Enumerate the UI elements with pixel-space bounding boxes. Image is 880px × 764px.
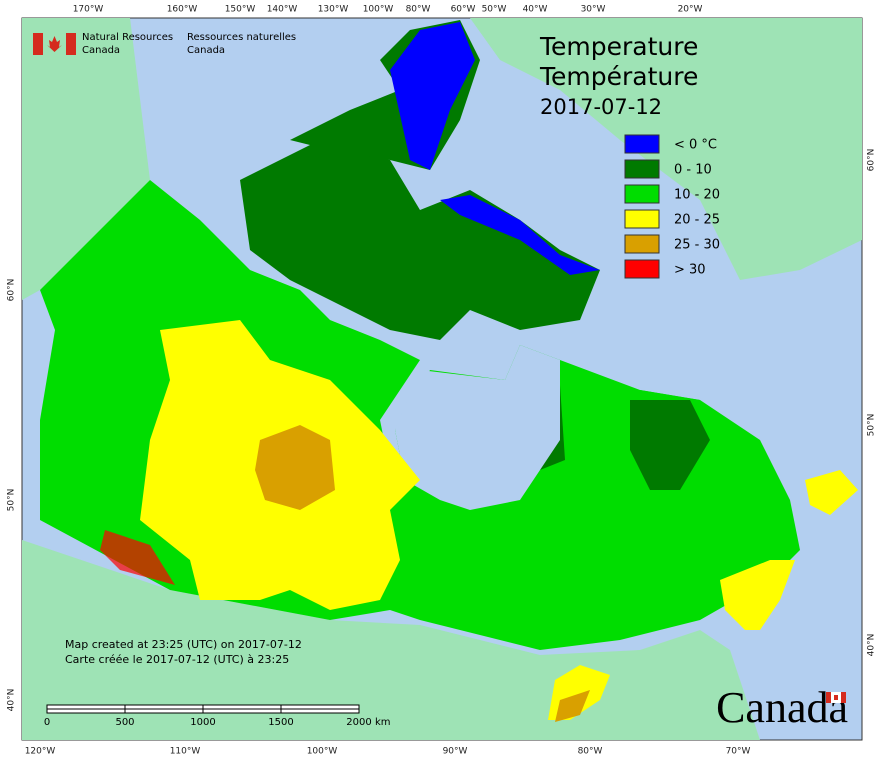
title: Temperature xyxy=(539,32,698,61)
lon-label: 160°W xyxy=(167,5,198,15)
scale-segment xyxy=(46,704,126,710)
legend-swatch xyxy=(624,184,660,204)
flag-bar xyxy=(66,33,76,55)
lat-label: 50°N xyxy=(7,489,17,512)
maritimes-warm xyxy=(720,560,795,630)
lat-label: 40°N xyxy=(7,689,17,712)
legend-swatch xyxy=(624,134,660,154)
hudson-bay xyxy=(395,345,560,510)
legend: < 0 °C 0 - 10 10 - 20 20 - 25 25 - 30 > 30 xyxy=(624,134,720,279)
lon-label: 90°W xyxy=(443,747,468,757)
lon-label: 30°W xyxy=(581,5,606,15)
graticule: 170°W 160°W 150°W 140°W 130°W 100°W 80°W… xyxy=(7,5,877,757)
scale-segment xyxy=(202,704,282,710)
arctic-archipelago xyxy=(240,140,600,340)
maple-leaf xyxy=(47,36,62,52)
scale-unit: km xyxy=(375,717,391,728)
lon-label: 20°W xyxy=(678,5,703,15)
scale-bar: 0 500 1000 1500 2000 km xyxy=(44,704,391,728)
agency-fr: Canada xyxy=(187,45,225,56)
legend-label: 0 - 10 xyxy=(674,163,712,178)
scale-segment xyxy=(124,708,204,714)
lon-label: 140°W xyxy=(267,5,298,15)
date: 2017-07-12 xyxy=(540,95,662,119)
lat-label: 40°N xyxy=(867,634,877,657)
agency-en: Natural Resources xyxy=(82,32,173,43)
lon-label: 80°W xyxy=(406,5,431,15)
lon-label: 70°W xyxy=(726,747,751,757)
scale-label: 1500 xyxy=(268,717,293,728)
scale-label: 2000 xyxy=(346,717,371,728)
lon-label: 110°W xyxy=(170,747,201,757)
ontario-hot xyxy=(555,690,590,722)
wordmark-flag-bar xyxy=(826,692,831,703)
lon-label: 150°W xyxy=(225,5,256,15)
greenland xyxy=(470,18,862,280)
newfoundland-warm xyxy=(805,470,858,515)
legend-label: < 0 °C xyxy=(674,138,717,153)
wordmark: Canada xyxy=(716,683,848,732)
alaska xyxy=(22,18,150,300)
legend-swatch xyxy=(624,159,660,179)
lon-label: 170°W xyxy=(73,5,104,15)
bc-hot xyxy=(100,530,175,585)
lon-label: 100°W xyxy=(307,747,338,757)
lat-label: 60°N xyxy=(867,149,877,172)
flag-bar xyxy=(33,33,43,55)
lon-label: 50°W xyxy=(482,5,507,15)
note: Carte créée le 2017-07-12 (UTC) à 23:25 xyxy=(65,653,289,666)
legend-label: > 30 xyxy=(674,263,706,278)
scale-segment xyxy=(280,708,360,714)
legend-label: 25 - 30 xyxy=(674,238,720,253)
scale-label: 500 xyxy=(115,717,134,728)
labrador-cool xyxy=(630,400,710,490)
lat-label: 50°N xyxy=(867,414,877,437)
legend-label: 20 - 25 xyxy=(674,213,720,228)
scale-label: 0 xyxy=(44,717,50,728)
lon-label: 80°W xyxy=(578,747,603,757)
wordmark-flag-bar xyxy=(841,692,846,703)
wordmark-leaf xyxy=(834,695,838,700)
legend-swatch xyxy=(624,259,660,279)
legend-swatch xyxy=(624,209,660,229)
lon-label: 40°W xyxy=(523,5,548,15)
title: Température xyxy=(539,62,698,91)
lon-label: 120°W xyxy=(25,747,56,757)
note: Map created at 23:25 (UTC) on 2017-07-12 xyxy=(65,638,302,651)
ellesmere-cold xyxy=(390,22,475,170)
legend-label: 10 - 20 xyxy=(674,188,720,203)
prairies-hot xyxy=(255,425,335,510)
lon-label: 60°W xyxy=(451,5,476,15)
legend-swatch xyxy=(624,234,660,254)
lat-label: 60°N xyxy=(7,279,17,302)
lon-label: 130°W xyxy=(318,5,349,15)
agency-en: Canada xyxy=(82,45,120,56)
lon-label: 100°W xyxy=(363,5,394,15)
baffin-cold xyxy=(440,195,600,275)
scale-label: 1000 xyxy=(190,717,215,728)
agency-fr: Ressources naturelles xyxy=(187,32,296,43)
